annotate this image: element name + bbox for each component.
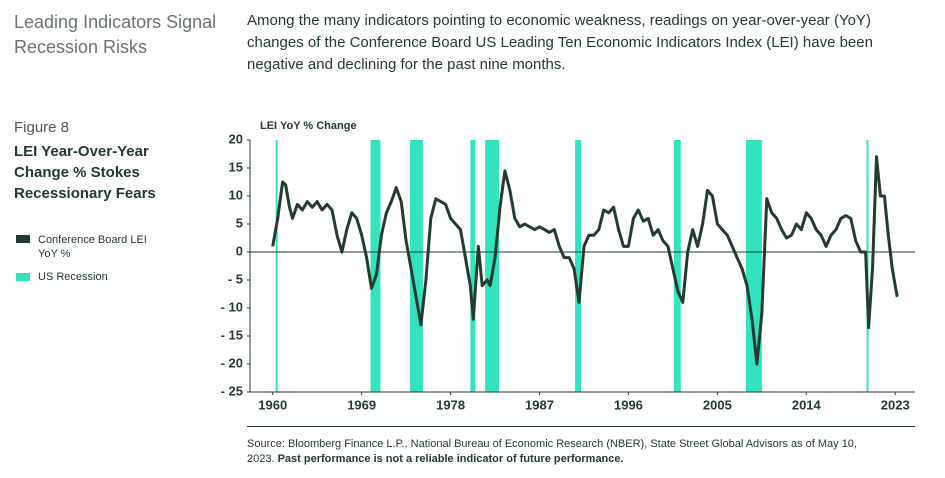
source-note: Source: Bloomberg Finance L.P., National… <box>247 437 877 467</box>
legend-label: US Recession <box>38 271 108 283</box>
separator <box>247 426 915 427</box>
recession-band <box>746 140 762 392</box>
x-tick-label: 1996 <box>614 397 643 412</box>
legend-swatch <box>16 235 30 243</box>
source: Source: Bloomberg Finance L.P., National… <box>247 438 857 465</box>
x-tick-label: 2014 <box>792 397 822 412</box>
recession-band <box>575 140 582 392</box>
y-tick-label: - 5 <box>228 271 243 286</box>
intro: Among the many indicators pointing to ec… <box>247 12 873 73</box>
recession-band <box>410 140 423 392</box>
recession-band <box>470 140 476 392</box>
figure-label: Figure 8 <box>14 119 70 136</box>
x-tick-label: 1969 <box>347 397 376 412</box>
x-tick-label: 2023 <box>881 397 910 412</box>
series-line <box>271 155 899 366</box>
header-title: Leading Indicators Signal Recession Risk… <box>14 12 217 57</box>
y-tick-label: 15 <box>229 159 243 174</box>
legend-swatch <box>16 273 30 281</box>
recession-band <box>370 140 381 392</box>
y-tick-label: - 10 <box>221 299 243 314</box>
recession-band <box>673 140 681 392</box>
y-tick-label: 10 <box>229 187 243 202</box>
disclaimer: Past performance is not a reliable indic… <box>277 453 624 465</box>
x-tick-label: 1960 <box>258 397 287 412</box>
x-tick-label: 1978 <box>436 397 465 412</box>
x-tick-label: 2005 <box>703 397 732 412</box>
y-tick-label: 5 <box>236 215 243 230</box>
y-tick-label: - 25 <box>221 383 243 398</box>
legend-label: Conference Board LEI YoY % <box>38 234 147 260</box>
y-tick-label: 0 <box>236 243 243 258</box>
figure-title: LEI Year-Over-Year Change % Stokes Reces… <box>14 143 156 202</box>
y-tick-label: - 20 <box>221 355 243 370</box>
y-axis-label: LEI YoY % Change <box>260 120 357 132</box>
recession-band <box>275 140 278 392</box>
y-tick-label: 20 <box>229 131 243 146</box>
x-tick-label: 1987 <box>525 397 554 412</box>
y-tick-label: - 15 <box>221 327 243 342</box>
